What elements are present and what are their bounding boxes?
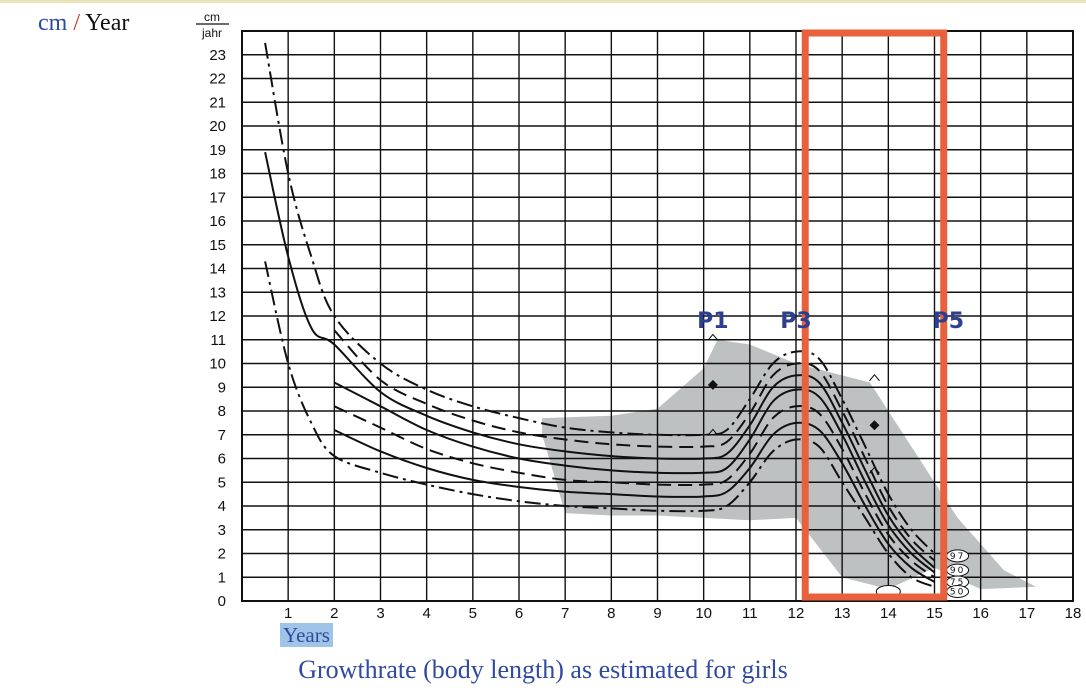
x-tick-label: 1 bbox=[284, 605, 292, 622]
y-tick-label: 15 bbox=[209, 237, 226, 254]
y-tick-label: 4 bbox=[218, 498, 226, 515]
y-tick-label: 10 bbox=[209, 356, 226, 373]
y-tick-label: 14 bbox=[209, 261, 226, 278]
top-border bbox=[0, 0, 1086, 3]
x-tick-label: 4 bbox=[422, 605, 430, 622]
percentile-label-75: 75 bbox=[950, 578, 965, 588]
y-tick-label: 1 bbox=[218, 569, 226, 586]
highlight-box bbox=[801, 29, 948, 601]
y-axis-title-year: Year bbox=[85, 10, 130, 36]
x-tick-label: 12 bbox=[788, 605, 805, 622]
y-tick-label: 8 bbox=[218, 403, 226, 420]
x-tick-label: 14 bbox=[880, 605, 897, 622]
percentile-curve-25 bbox=[333, 405, 936, 579]
percentile-curve-10 bbox=[333, 421, 936, 583]
chart-caption: Growthrate (body length) as estimated fo… bbox=[298, 655, 788, 684]
range-caret-mark bbox=[869, 373, 880, 382]
y-tick-label: 21 bbox=[209, 94, 226, 111]
y-axis-title-slash: / bbox=[73, 10, 80, 36]
y-unit-top: cm bbox=[204, 10, 220, 24]
x-tick-label: 5 bbox=[469, 605, 477, 622]
y-tick-label: 6 bbox=[218, 451, 226, 468]
range-caret-mark bbox=[707, 333, 719, 341]
y-tick-label: 23 bbox=[209, 47, 226, 64]
range-caret-mark bbox=[707, 428, 719, 436]
shaded-range-area bbox=[542, 339, 1037, 590]
x-tick-label: 13 bbox=[834, 605, 851, 622]
y-tick-label: 19 bbox=[209, 142, 226, 159]
y-tick-label: 2 bbox=[218, 546, 226, 563]
x-axis-title: Years bbox=[280, 623, 333, 647]
y-tick-label: 9 bbox=[218, 379, 226, 396]
y-tick-label: 22 bbox=[209, 71, 226, 88]
x-tick-label: 7 bbox=[561, 605, 569, 622]
x-tick-label: 6 bbox=[515, 605, 523, 622]
marker-diamond bbox=[869, 420, 880, 431]
percentile-curve-50 bbox=[333, 381, 936, 574]
y-tick-label: 0 bbox=[218, 593, 226, 610]
range-caret-mark bbox=[869, 466, 880, 474]
y-tick-label: 12 bbox=[209, 308, 226, 325]
y-axis-title: cm / Year bbox=[38, 10, 129, 37]
x-tick-label: 15 bbox=[926, 605, 943, 622]
x-tick-label: 18 bbox=[1065, 605, 1082, 622]
percentile-curve-97 bbox=[264, 42, 936, 555]
x-tick-label: 17 bbox=[1018, 605, 1035, 622]
y-tick-label: 11 bbox=[210, 332, 226, 349]
stage-label-P1: P1 bbox=[697, 309, 728, 334]
y-tick-label: 16 bbox=[209, 213, 226, 230]
percentile-label-50: 50 bbox=[950, 588, 965, 598]
percentile-label-90: 90 bbox=[950, 566, 965, 576]
x-tick-label: 2 bbox=[330, 605, 338, 622]
percentile-curve-75 bbox=[264, 151, 936, 569]
x-tick-label: 8 bbox=[607, 605, 615, 622]
stage-label-P5: P5 bbox=[933, 309, 964, 334]
y-unit-bottom: jahr bbox=[201, 26, 222, 40]
marker-diamond-P1 bbox=[707, 379, 718, 390]
x-tick-label: 3 bbox=[376, 605, 384, 622]
y-tick-label: 20 bbox=[209, 118, 226, 135]
y-tick-label: 5 bbox=[218, 474, 226, 491]
x-tick-label: 11 bbox=[742, 605, 758, 622]
x-tick-label: 16 bbox=[972, 605, 989, 622]
y-tick-label: 13 bbox=[209, 284, 226, 301]
y-tick-label: 3 bbox=[218, 522, 226, 539]
x-tick-label: 10 bbox=[695, 605, 712, 622]
x-tick-label: 9 bbox=[653, 605, 661, 622]
y-tick-label: 18 bbox=[209, 166, 226, 183]
y-tick-label: 7 bbox=[218, 427, 226, 444]
y-axis-title-cm: cm bbox=[38, 10, 68, 36]
stage-label-P3: P3 bbox=[780, 309, 811, 334]
percentile-curve-90 bbox=[333, 329, 936, 562]
percentile-curve-3 bbox=[264, 261, 935, 588]
y-tick-label: 17 bbox=[209, 189, 226, 206]
percentile-label-97: 97 bbox=[950, 552, 965, 562]
